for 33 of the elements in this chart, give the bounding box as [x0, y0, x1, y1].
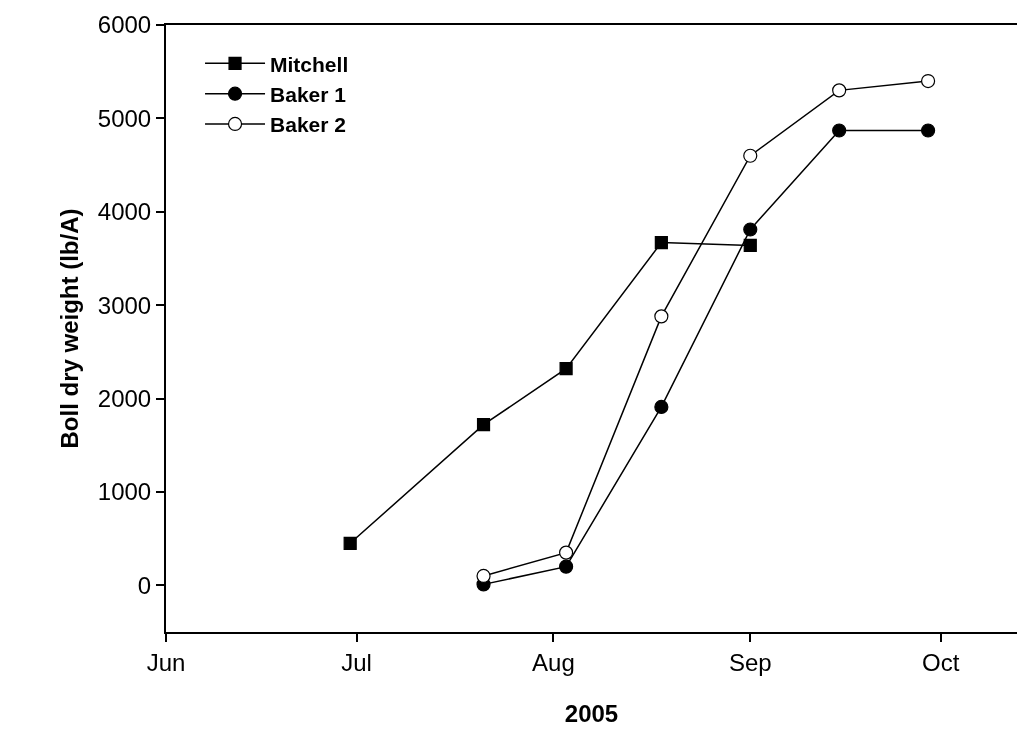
point — [343, 536, 357, 550]
point — [743, 148, 758, 163]
legend-label: Baker 2 — [270, 113, 346, 137]
point — [832, 83, 847, 98]
legend-label: Mitchell — [270, 52, 349, 76]
y-axis-title: Boll dry weight (lb/A) — [56, 208, 84, 449]
y-tick-label: 0 — [137, 571, 152, 599]
point — [832, 123, 847, 138]
y-tick-label: 6000 — [97, 11, 152, 39]
x-tick-label: Aug — [532, 648, 575, 676]
x-tick-label: Oct — [922, 648, 960, 676]
point — [476, 418, 491, 432]
x-tick-label: Jun — [146, 648, 186, 676]
y-tick-label: 5000 — [97, 104, 152, 132]
x-axis-title: 2005 — [564, 699, 619, 727]
y-tick-label: 1000 — [97, 478, 152, 506]
point — [559, 362, 573, 376]
point — [476, 568, 491, 584]
y-tick-label: 2000 — [97, 384, 152, 412]
y-tick-label: 4000 — [97, 198, 152, 226]
y-tick-label: 3000 — [97, 291, 152, 319]
point — [559, 545, 574, 560]
point — [559, 559, 574, 574]
x-tick-label: Jul — [341, 648, 372, 676]
point — [921, 123, 936, 138]
point — [654, 309, 669, 324]
legend-label: Baker 1 — [270, 82, 347, 106]
point — [921, 73, 936, 89]
point — [743, 222, 758, 237]
point — [654, 235, 668, 250]
x-tick-label: Sep — [728, 648, 772, 676]
point — [654, 399, 669, 415]
point — [743, 238, 757, 252]
